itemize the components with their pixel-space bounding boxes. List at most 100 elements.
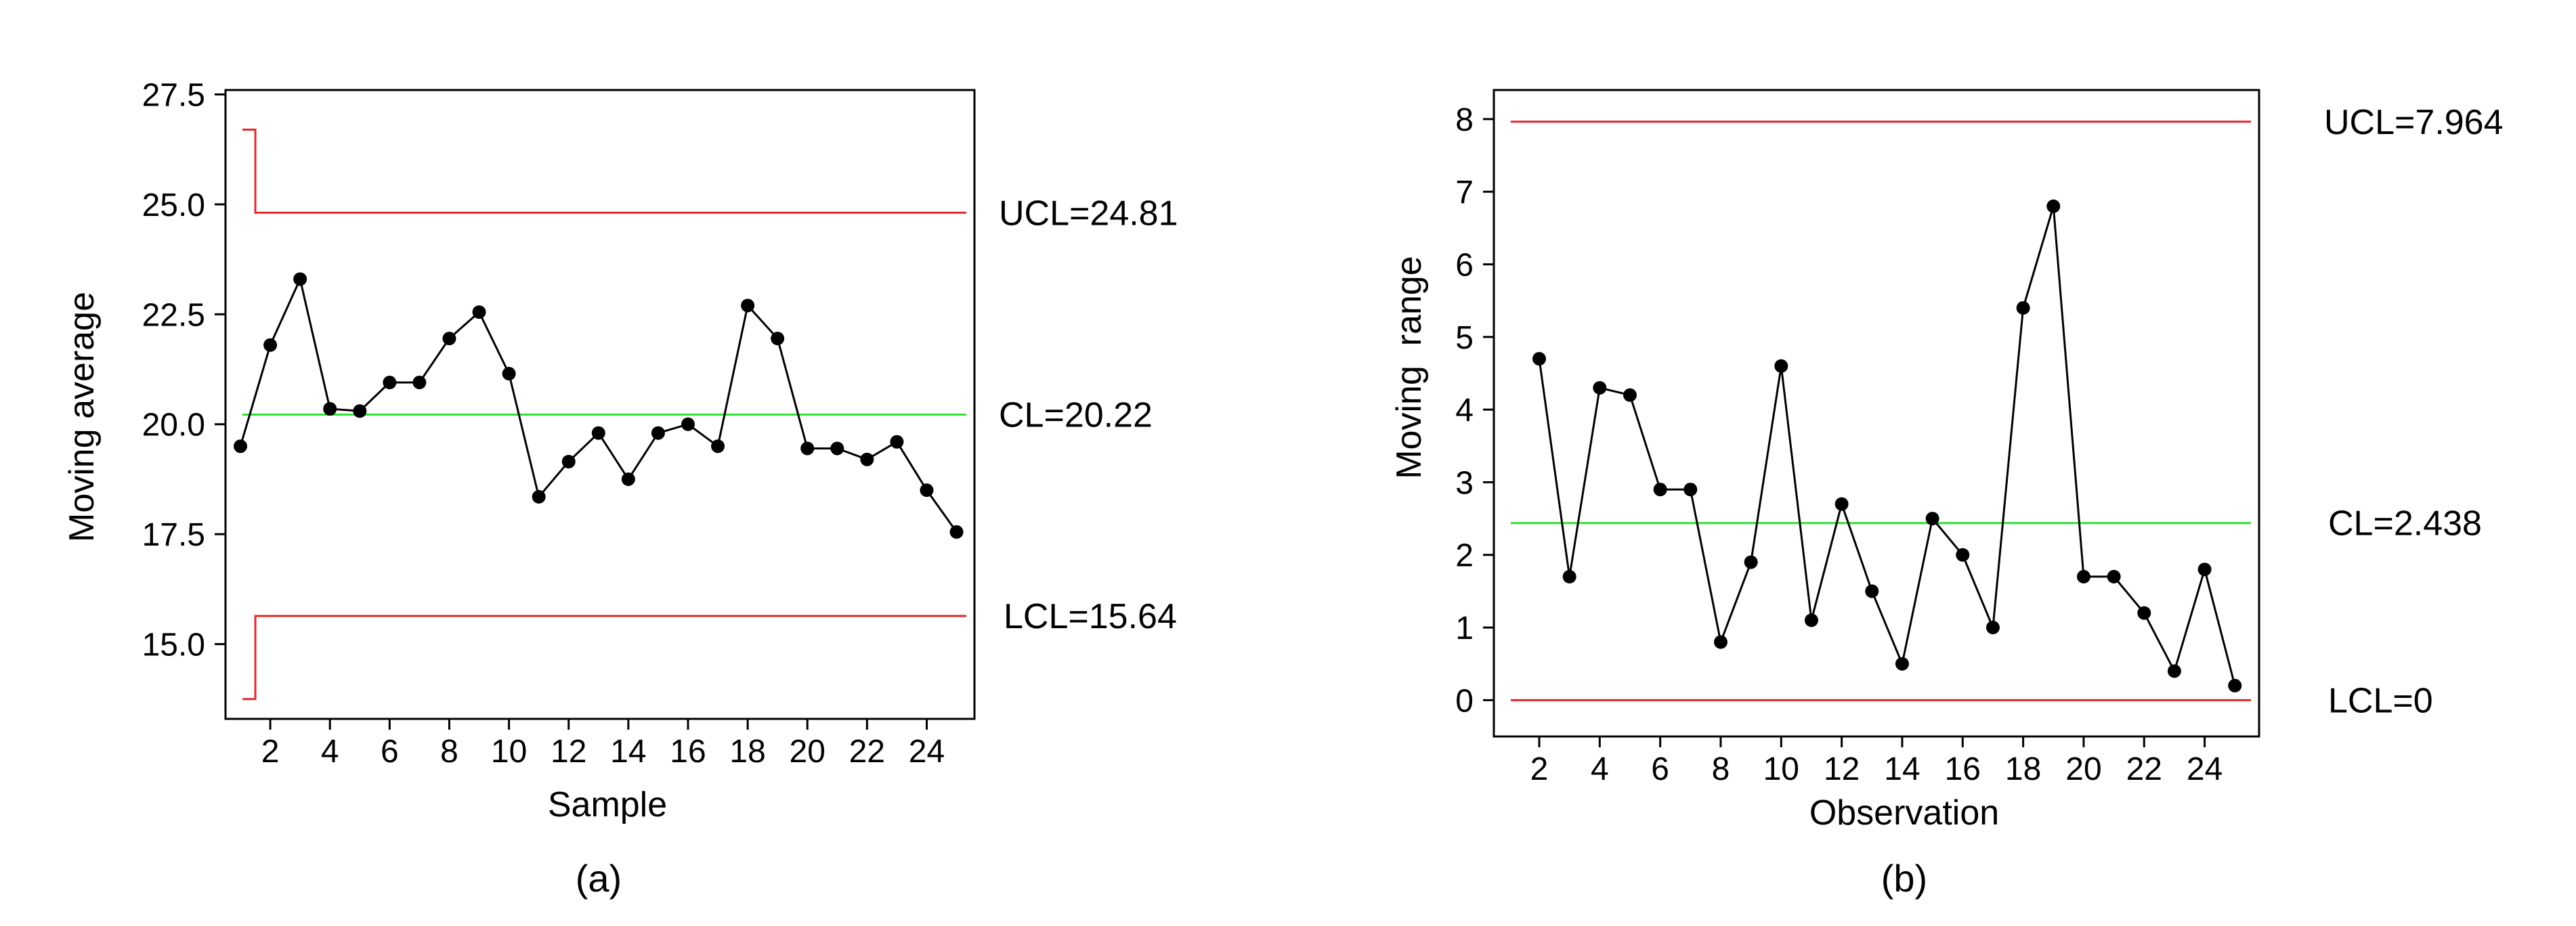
x-tick-label-a: 20 (790, 734, 825, 770)
data-point-a (681, 417, 695, 431)
data-point-b (2046, 199, 2061, 213)
data-point-a (651, 426, 665, 440)
data-point-b (2107, 569, 2121, 583)
cl-label-b: CL=2.438 (2328, 504, 2482, 544)
x-tick-label-b: 16 (1945, 751, 1981, 787)
x-tick-label-b: 2 (1530, 751, 1549, 787)
x-tick-label-b: 12 (1824, 751, 1860, 787)
lcl-label-b: LCL=0 (2328, 681, 2433, 720)
x-tick-label-a: 4 (321, 734, 339, 770)
x-axis-title-b: Observation (1809, 793, 1999, 833)
y-tick-label-a: 20.0 (142, 407, 205, 443)
y-tick-label-a: 15.0 (142, 627, 205, 663)
data-point-a (234, 439, 248, 454)
series-a (234, 272, 964, 539)
data-point-b (1804, 613, 1818, 627)
x-tick-label-b: 24 (2187, 751, 2223, 787)
reference-labels-b: UCL=7.964 CL=2.438 LCL=0 (2324, 103, 2504, 721)
chart-panel-a: 2 4 6 8 10 12 14 16 18 20 22 24 15.017.520.022.525.… (62, 77, 1178, 900)
data-point-a (741, 299, 755, 313)
lcl-line-a (242, 615, 966, 701)
data-point-b (1653, 483, 1667, 497)
ucl-label-b: UCL=7.964 (2324, 103, 2504, 142)
data-point-a (293, 272, 307, 286)
y-tick-label-b: 2 (1455, 538, 1474, 574)
x-tick-label-a: 8 (440, 734, 458, 770)
x-tick-label-a: 6 (381, 734, 399, 770)
data-point-b (2228, 678, 2242, 692)
data-point-a (442, 332, 456, 346)
data-point-a (502, 367, 516, 381)
data-point-b (1713, 635, 1727, 649)
caption-b: (b) (1881, 857, 1927, 900)
data-point-a (860, 452, 874, 466)
x-tick-label-a: 16 (670, 734, 706, 770)
data-point-a (323, 401, 337, 416)
data-point-a (920, 483, 934, 498)
ucl-line-a (242, 128, 966, 214)
cl-label-a: CL=20.22 (999, 395, 1153, 435)
y-tick-label-b: 7 (1455, 175, 1474, 211)
y-tick-label-a: 17.5 (142, 517, 205, 553)
reference-labels-a: UCL=24.81 CL=20.22 LCL=15.64 (999, 194, 1178, 636)
x-tick-label-b: 4 (1591, 751, 1609, 787)
data-point-a (800, 441, 815, 456)
x-axis-title-a: Sample (548, 785, 667, 824)
data-point-a (711, 439, 725, 454)
x-tick-label-a: 24 (909, 734, 945, 770)
x-tick-label-b: 14 (1884, 751, 1920, 787)
y-tick-label-b: 6 (1455, 248, 1474, 284)
y-axis-ticks-a: 15.0 17.5 20.0 22.5 25.0 27.5 (142, 77, 226, 663)
y-tick-label-b: 1 (1455, 611, 1474, 646)
data-point-b (2197, 563, 2212, 577)
data-point-a (353, 404, 367, 418)
y-tick-label-b: 8 (1455, 102, 1474, 138)
y-axis-title-b: Moving range (1390, 256, 1429, 479)
data-point-b (2076, 569, 2090, 583)
data-point-a (591, 426, 605, 440)
x-axis-ticks-a: 2 4 6 8 10 12 14 16 18 20 22 24 (261, 719, 945, 770)
series-b (1532, 199, 2242, 692)
x-tick-label-b: 6 (1651, 751, 1669, 787)
reference-lines-a (242, 128, 966, 701)
x-tick-label-a: 14 (610, 734, 646, 770)
plot-frame-a (224, 89, 976, 720)
y-tick-label-b: 3 (1455, 465, 1474, 501)
data-point-b (2016, 301, 2030, 315)
data-point-b (1623, 388, 1637, 402)
x-tick-label-b: 22 (2126, 751, 2162, 787)
x-tick-label-b: 10 (1763, 751, 1799, 787)
data-point-b (1532, 352, 1546, 366)
data-point-b (1683, 483, 1698, 497)
ucl-label-a: UCL=24.81 (999, 194, 1178, 233)
data-point-a (532, 489, 546, 504)
data-point-b (1895, 657, 1909, 671)
plot-frame-b (1493, 89, 2260, 738)
series-line-a (239, 275, 958, 533)
data-point-a (949, 525, 964, 539)
x-tick-label-b: 8 (1712, 751, 1730, 787)
data-point-b (1834, 497, 1849, 511)
x-tick-label-b: 20 (2065, 751, 2101, 787)
y-tick-label-b: 0 (1455, 683, 1474, 719)
data-point-b (1593, 380, 1607, 395)
data-point-a (472, 305, 486, 319)
caption-a: (a) (576, 857, 622, 900)
data-point-a (621, 472, 635, 486)
data-point-b (1774, 359, 1788, 373)
data-point-b (1985, 621, 2000, 635)
data-point-b (1865, 584, 1879, 598)
data-point-b (2137, 606, 2151, 620)
x-tick-label-b: 18 (2005, 751, 2041, 787)
data-point-a (412, 376, 427, 390)
x-tick-label-a: 22 (849, 734, 885, 770)
data-point-a (890, 435, 904, 449)
series-line-b (1538, 206, 2236, 686)
data-point-a (830, 441, 844, 456)
y-tick-label-a: 27.5 (142, 77, 205, 113)
x-axis-ticks-b: 2 4 6 8 10 12 14 16 18 20 22 24 (1530, 736, 2223, 787)
y-tick-label-a: 25.0 (142, 188, 205, 223)
reference-lines-b (1511, 120, 2251, 701)
